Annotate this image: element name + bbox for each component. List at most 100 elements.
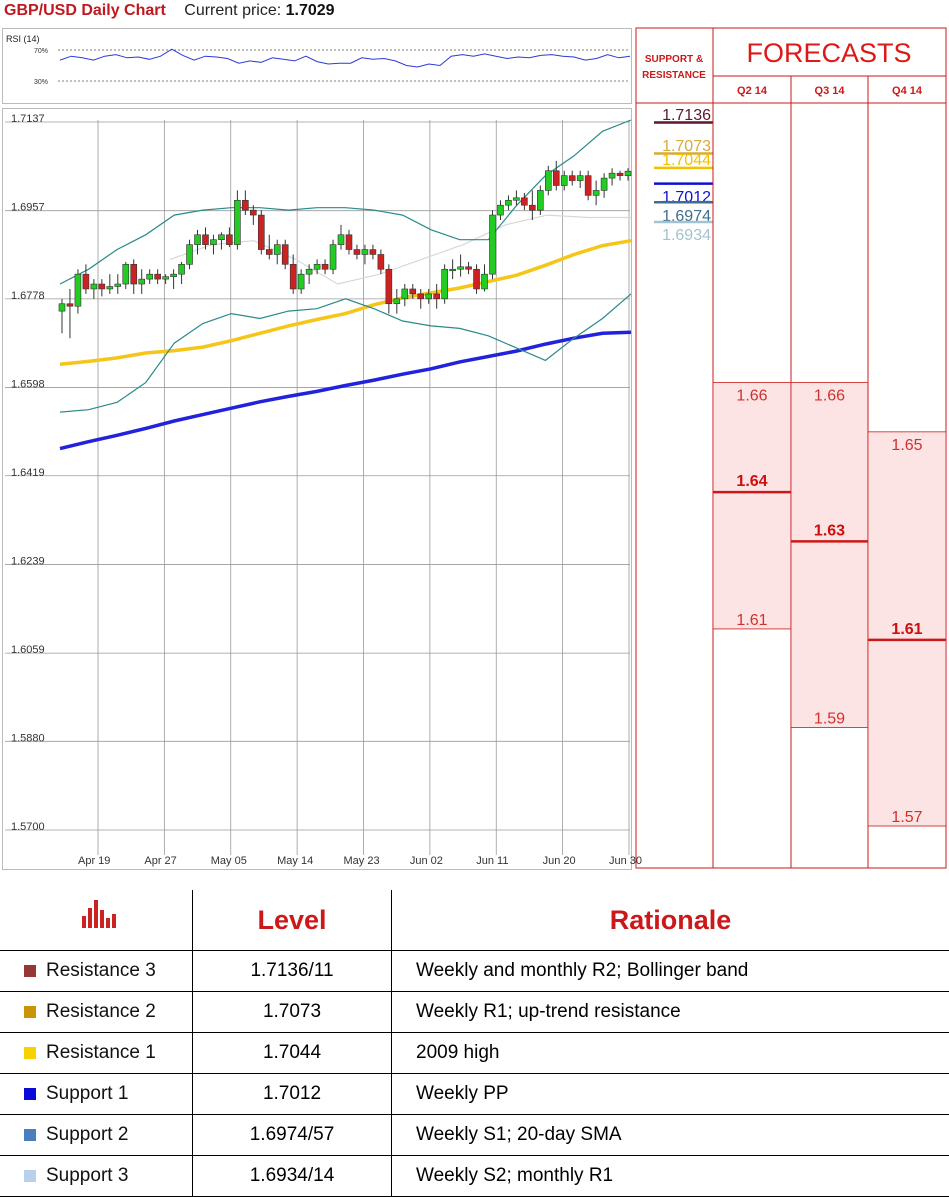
sr-level-label: 1.7136 xyxy=(662,107,711,124)
level-value: 1.7073 xyxy=(193,992,392,1033)
forecast-mid-label: 1.64 xyxy=(736,473,767,490)
y-tick-label: 1.6598 xyxy=(11,379,45,391)
candle-body xyxy=(482,274,488,289)
candle-body xyxy=(163,277,169,279)
candle-body xyxy=(370,250,376,255)
candle-body xyxy=(91,284,97,289)
rsi-level-label: 70% xyxy=(34,48,48,55)
sr-level-label: 1.6934 xyxy=(662,227,711,244)
candle-body xyxy=(282,245,288,265)
table-header-rationale: Rationale xyxy=(392,890,949,951)
level-color-swatch xyxy=(24,1170,36,1182)
level-name-cell: Support 3 xyxy=(0,1156,193,1197)
sr-header-line2: RESISTANCE xyxy=(642,70,706,81)
candle-body xyxy=(187,245,193,265)
candle-body xyxy=(266,250,272,255)
candle-body xyxy=(386,269,392,303)
candle-body xyxy=(593,190,599,195)
level-color-swatch xyxy=(24,1129,36,1141)
forecast-range xyxy=(713,383,791,629)
y-tick-label: 1.6419 xyxy=(11,467,45,479)
candle-body xyxy=(378,254,384,269)
level-name: Resistance 1 xyxy=(46,1042,156,1063)
quarter-label: Q4 14 xyxy=(892,85,923,97)
level-name: Support 3 xyxy=(46,1165,128,1186)
forecast-low-label: 1.61 xyxy=(736,612,767,629)
candle-body xyxy=(75,274,81,306)
candle-body xyxy=(250,210,256,215)
sr-header: SUPPORT & xyxy=(645,54,703,65)
level-name: Resistance 3 xyxy=(46,960,156,981)
sr-level-label: 1.7044 xyxy=(662,152,711,169)
level-name: Support 1 xyxy=(46,1083,128,1104)
forecast-low-label: 1.57 xyxy=(891,809,922,826)
candle-body xyxy=(179,264,185,274)
level-value: 1.7044 xyxy=(193,1033,392,1074)
candle-body xyxy=(434,294,440,299)
candle-body xyxy=(226,235,232,245)
candle-body xyxy=(218,235,224,240)
candle-body xyxy=(346,235,352,250)
candle-body xyxy=(290,264,296,289)
level-rationale: Weekly PP xyxy=(392,1074,949,1115)
rsi-title: RSI (14) xyxy=(6,34,40,44)
candle-body xyxy=(210,240,216,245)
candle-body xyxy=(131,264,137,284)
candle-body xyxy=(561,176,567,186)
candle-body xyxy=(601,178,607,190)
candle-body xyxy=(298,274,304,289)
y-tick-label: 1.6239 xyxy=(11,555,45,567)
x-tick-label: Jun 02 xyxy=(410,855,443,867)
table-header-icon-cell xyxy=(0,890,193,951)
candle-body xyxy=(202,235,208,245)
quarter-label: Q2 14 xyxy=(737,85,768,97)
candle-body xyxy=(59,304,65,311)
candle-body xyxy=(155,274,161,279)
candle-body xyxy=(545,171,551,191)
quarter-label: Q3 14 xyxy=(815,85,846,97)
candle-body xyxy=(466,267,472,269)
x-tick-label: May 23 xyxy=(344,855,380,867)
y-tick-label: 1.7137 xyxy=(11,113,45,125)
candle-body xyxy=(569,176,575,181)
candle-body xyxy=(577,176,583,181)
candle-body xyxy=(171,274,177,276)
candle-body xyxy=(306,269,312,274)
candle-body xyxy=(529,205,535,210)
candle-body xyxy=(258,215,264,249)
candle-body xyxy=(505,200,511,205)
level-value: 1.7012 xyxy=(193,1074,392,1115)
level-color-swatch xyxy=(24,1047,36,1059)
candle-body xyxy=(474,269,480,289)
x-tick-label: Apr 27 xyxy=(144,855,176,867)
x-tick-label: Jun 30 xyxy=(609,855,642,867)
y-tick-label: 1.6059 xyxy=(11,644,45,656)
chart-svg: 1.71371.69571.67781.65981.64191.62391.60… xyxy=(0,0,949,880)
level-value: 1.7136/11 xyxy=(193,951,392,992)
candle-body xyxy=(362,250,368,255)
candle-body xyxy=(458,267,464,269)
candle-body xyxy=(410,289,416,294)
candle-body xyxy=(418,294,424,299)
candle-body xyxy=(147,274,153,279)
level-name-cell: Support 1 xyxy=(0,1074,193,1115)
candle-body xyxy=(537,190,543,210)
candle-body xyxy=(139,279,145,284)
candle-body xyxy=(617,173,623,175)
level-name: Resistance 2 xyxy=(46,1001,156,1022)
candle-body xyxy=(322,264,328,269)
candle-body xyxy=(625,171,631,175)
level-value: 1.6934/14 xyxy=(193,1156,392,1197)
level-color-swatch xyxy=(24,1088,36,1100)
level-rationale: Weekly R1; up-trend resistance xyxy=(392,992,949,1033)
candle-body xyxy=(521,198,527,205)
level-name-cell: Support 2 xyxy=(0,1115,193,1156)
candle-body xyxy=(426,294,432,299)
rsi-line xyxy=(60,49,630,67)
sma-200-line xyxy=(60,332,631,448)
candle-body xyxy=(450,269,456,271)
